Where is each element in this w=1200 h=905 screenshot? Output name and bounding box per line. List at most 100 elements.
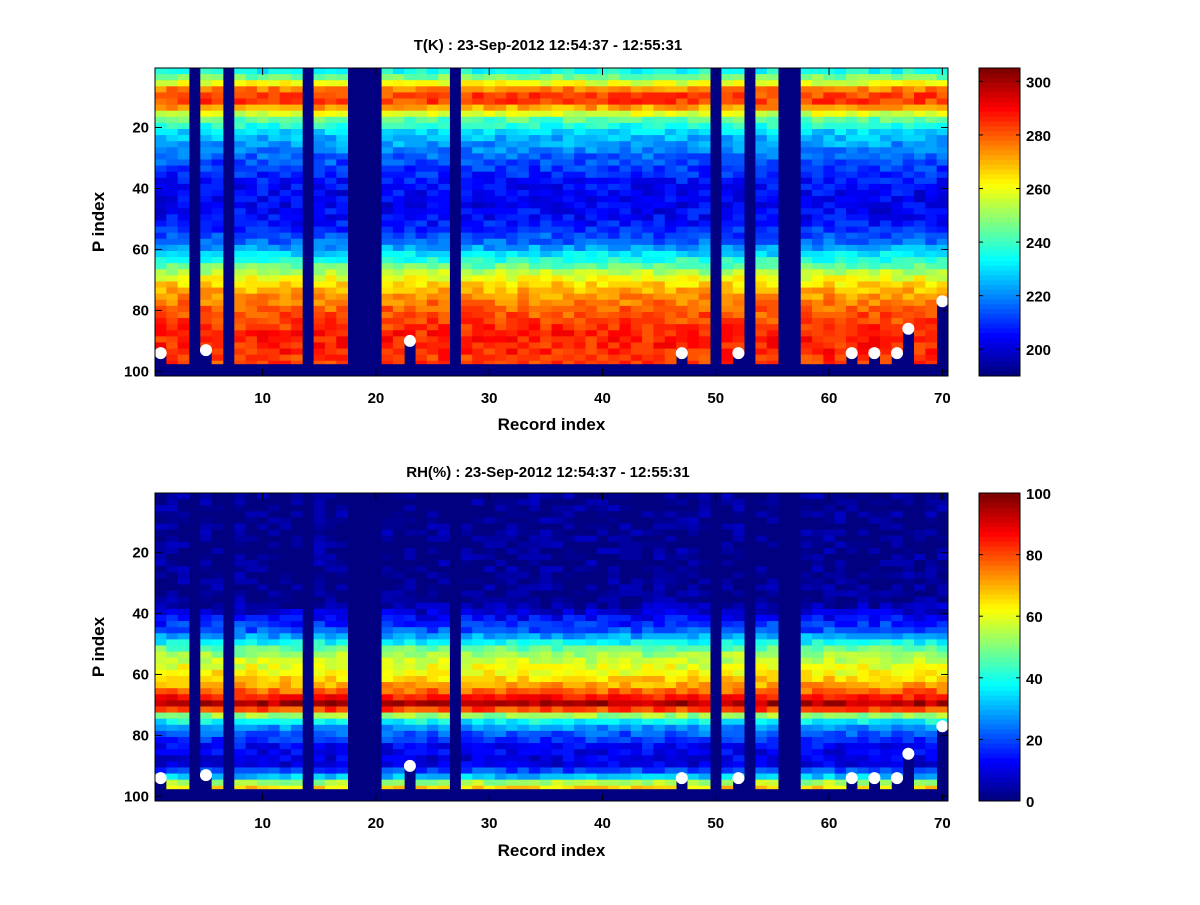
heatmap-cell: [234, 129, 246, 135]
heatmap-cell: [484, 342, 496, 348]
heatmap-cell: [676, 725, 688, 731]
heatmap-cell: [427, 263, 439, 269]
heatmap-cell: [291, 731, 303, 737]
heatmap-cell: [506, 355, 518, 361]
heatmap-cell: [891, 330, 903, 336]
heatmap-cell: [155, 700, 167, 706]
heatmap-cell: [166, 306, 178, 312]
heatmap-cell: [676, 196, 688, 202]
heatmap-cell: [665, 336, 677, 342]
heatmap-cell: [597, 98, 609, 104]
heatmap-cell: [699, 294, 711, 300]
heatmap-cell: [427, 227, 439, 233]
heatmap-cell: [484, 227, 496, 233]
heatmap-cell: [438, 202, 450, 208]
heatmap-cell: [325, 523, 337, 529]
heatmap-cell: [925, 80, 937, 86]
heatmap-cell: [246, 780, 258, 786]
heatmap-cell: [653, 105, 665, 111]
heatmap-cell: [699, 275, 711, 281]
heatmap-cell: [280, 572, 292, 578]
heatmap-cell: [880, 178, 892, 184]
heatmap-cell: [246, 342, 258, 348]
heatmap-cell: [733, 281, 745, 287]
heatmap-cell: [631, 98, 643, 104]
heatmap-cell: [721, 355, 733, 361]
heatmap-cell: [234, 349, 246, 355]
heatmap-cell: [268, 196, 280, 202]
heatmap-cell: [234, 227, 246, 233]
heatmap-cell: [540, 597, 552, 603]
heatmap-cell: [246, 111, 258, 117]
heatmap-cell: [506, 330, 518, 336]
heatmap-cell: [574, 172, 586, 178]
heatmap-cell: [166, 111, 178, 117]
heatmap-cell: [257, 774, 269, 780]
heatmap-cell: [234, 147, 246, 153]
heatmap-cell: [155, 318, 167, 324]
heatmap-cell: [291, 159, 303, 165]
heatmap-cell: [438, 621, 450, 627]
heatmap-cell: [529, 597, 541, 603]
heatmap-cell: [846, 159, 858, 165]
heatmap-cell: [880, 245, 892, 251]
heatmap-cell: [155, 731, 167, 737]
colorbar-swatch: [979, 294, 1020, 299]
heatmap-cell: [404, 251, 416, 257]
heatmap-cell: [382, 737, 394, 743]
heatmap-cell: [540, 159, 552, 165]
heatmap-cell: [676, 300, 688, 306]
heatmap-cell: [257, 725, 269, 731]
heatmap-cell: [585, 178, 597, 184]
heatmap-cell: [280, 324, 292, 330]
heatmap-cell: [314, 511, 326, 517]
heatmap-cell: [246, 233, 258, 239]
heatmap-cell: [404, 584, 416, 590]
heatmap-cell: [268, 597, 280, 603]
heatmap-cell: [495, 737, 507, 743]
heatmap-cell: [631, 324, 643, 330]
heatmap-cell: [178, 281, 190, 287]
heatmap-cell: [891, 257, 903, 263]
heatmap-cell: [427, 755, 439, 761]
heatmap-cell: [518, 615, 530, 621]
heatmap-cell: [869, 190, 881, 196]
heatmap-cell: [608, 682, 620, 688]
heatmap-cell: [767, 324, 779, 330]
heatmap-cell: [280, 300, 292, 306]
heatmap-cell: [461, 499, 473, 505]
heatmap-cell: [812, 190, 824, 196]
heatmap-cell: [336, 627, 348, 633]
heatmap-cell: [336, 172, 348, 178]
heatmap-cell: [540, 275, 552, 281]
heatmap-cell: [336, 159, 348, 165]
heatmap-cell: [461, 542, 473, 548]
heatmap-cell: [234, 767, 246, 773]
heatmap-cell: [891, 74, 903, 80]
heatmap-cell: [178, 355, 190, 361]
heatmap-cell: [857, 239, 869, 245]
heatmap-cell: [631, 172, 643, 178]
heatmap-cell: [755, 105, 767, 111]
heatmap-cell: [404, 523, 416, 529]
heatmap-cell: [597, 511, 609, 517]
heatmap-cell: [314, 178, 326, 184]
heatmap-cell: [518, 324, 530, 330]
heatmap-cell: [212, 129, 224, 135]
heatmap-cell: [574, 214, 586, 220]
heatmap-cell: [721, 227, 733, 233]
heatmap-cell: [631, 227, 643, 233]
heatmap-cell: [529, 172, 541, 178]
heatmap-cell: [676, 251, 688, 257]
humidity-panel: RH(%) : 23-Sep-2012 12:54:37 - 12:55:31 …: [89, 464, 1051, 860]
heatmap-cell: [427, 74, 439, 80]
heatmap-cell: [619, 123, 631, 129]
heatmap-cell: [529, 135, 541, 141]
heatmap-cell: [925, 117, 937, 123]
heatmap-cell: [472, 141, 484, 147]
heatmap-cell: [687, 227, 699, 233]
heatmap-cell: [642, 275, 654, 281]
heatmap-cell: [325, 147, 337, 153]
heatmap-cell: [155, 214, 167, 220]
heatmap-cell: [574, 688, 586, 694]
